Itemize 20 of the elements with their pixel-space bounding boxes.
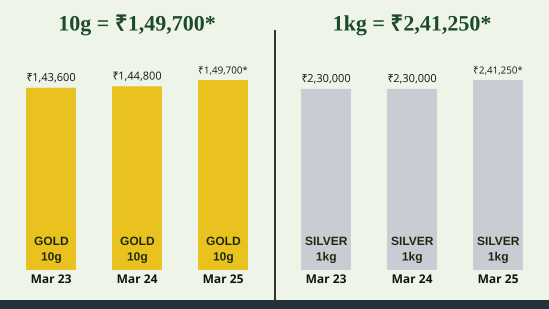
annotation: GOLD 10g <box>34 234 69 264</box>
x-tick-label: Mar 24 <box>116 270 158 287</box>
chart-title: 10g = ₹1,49,700* <box>58 10 216 36</box>
data-label: ₹1,43,600 <box>26 70 76 86</box>
x-tick-label: Mar 25 <box>202 270 244 287</box>
chart-title: 1kg = ₹2,41,250* <box>332 10 492 36</box>
data-label: ₹1,49,700* <box>198 64 248 77</box>
data-label: ₹2,41,250* <box>472 64 523 77</box>
annotation: SILVER 1kg <box>305 234 348 264</box>
x-tick-label: Mar 25 <box>478 270 519 287</box>
annotation: SILVER 1kg <box>391 234 434 264</box>
x-tick-label: Mar 24 <box>392 270 433 287</box>
annotation: GOLD 10g <box>120 234 155 264</box>
annotation: SILVER 1kg <box>477 234 520 264</box>
annotation: GOLD 10g <box>206 234 241 264</box>
data-label: ₹2,30,000 <box>387 71 437 86</box>
data-label: ₹1,44,800 <box>112 68 162 84</box>
data-label: ₹2,30,000 <box>301 71 351 86</box>
x-tick-label: Mar 23 <box>30 270 72 287</box>
x-tick-label: Mar 23 <box>306 270 347 287</box>
